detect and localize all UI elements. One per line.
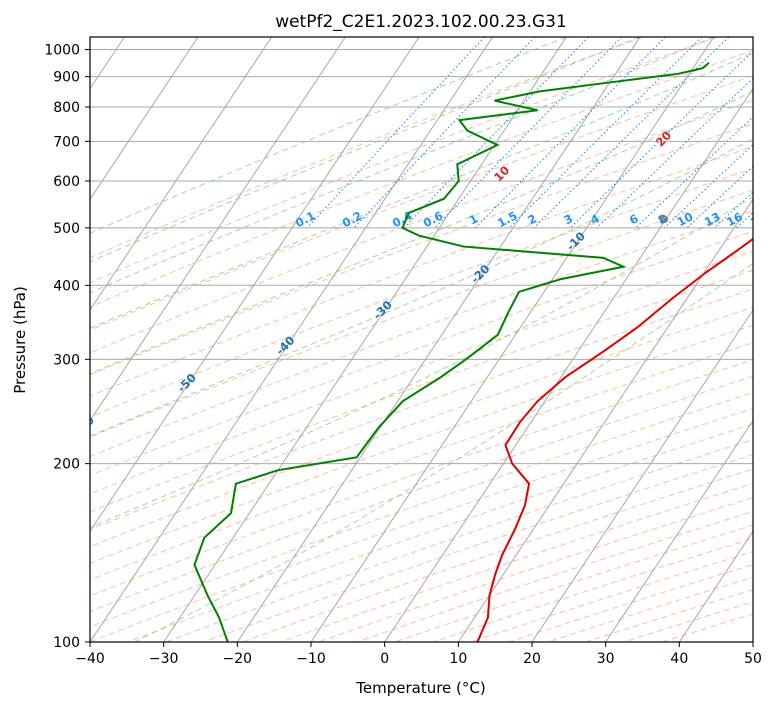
dry-adiabat	[90, 99, 753, 354]
background-lines	[90, 37, 753, 642]
x-tick-label: 20	[523, 651, 541, 667]
dry-adiabat	[90, 37, 718, 284]
y-tick-label: 300	[53, 352, 80, 368]
plot-frame	[89, 36, 754, 643]
mixing-ratio-line	[475, 37, 666, 229]
dry-adiabat	[90, 342, 753, 581]
isotherm-line	[90, 37, 199, 201]
isotherm-line	[90, 37, 420, 533]
x-tick-label: −20	[223, 651, 253, 667]
moist-adiabat	[90, 138, 753, 437]
dry-adiabat	[90, 145, 753, 397]
isotherm-line	[457, 198, 753, 642]
mixing-ratio-line	[403, 37, 589, 229]
isotherm-line	[90, 37, 494, 642]
moist-adiabat	[90, 37, 567, 234]
isotherm-line	[236, 37, 641, 642]
y-tick-label: 800	[53, 100, 80, 116]
isotherm-line	[90, 37, 346, 422]
mixing-ratio-line	[353, 37, 536, 229]
x-tick-label: −40	[75, 651, 105, 667]
y-axis: 100 200 300 400 500 600 700 800 900 1000	[44, 43, 90, 651]
isotherm-line	[678, 530, 753, 642]
y-tick-label: 600	[53, 174, 80, 190]
mixing-ratio-label: 10	[675, 209, 696, 229]
dewpoint-profile	[193, 61, 710, 642]
moist-adiabat	[90, 37, 641, 263]
y-tick-label: 1000	[44, 43, 80, 59]
dry-adiabat	[90, 123, 753, 376]
y-tick-label: 700	[53, 134, 80, 150]
mixing-ratio-line	[635, 116, 753, 229]
isotherm-line	[605, 419, 753, 642]
x-tick-label: 50	[744, 651, 762, 667]
y-tick-label: 500	[53, 221, 80, 237]
x-tick-label: 0	[380, 651, 389, 667]
x-tick-label: 30	[597, 651, 615, 667]
isotherm-line	[90, 37, 273, 311]
isotherm-line	[531, 309, 753, 642]
isotherm-line	[384, 87, 753, 642]
chart-title: wetPf2_C2E1.2023.102.00.23.G31	[275, 12, 567, 32]
moist-adiabat	[90, 90, 753, 375]
sounding-profiles	[193, 61, 753, 642]
y-tick-label: 400	[53, 278, 80, 294]
x-tick-label: −10	[296, 651, 326, 667]
isotherm-line	[163, 37, 567, 642]
mixing-ratio-label: 16	[724, 209, 745, 229]
y-tick-label: 100	[53, 635, 80, 651]
dry-adiabat	[90, 288, 753, 531]
mixing-ratio-line	[434, 37, 623, 229]
dry-adiabat	[90, 392, 753, 628]
isotherm-label: -60	[72, 413, 97, 438]
dry-adiabat	[90, 306, 753, 548]
moist-adiabat	[90, 52, 753, 329]
x-tick-label: 40	[670, 651, 688, 667]
isotherm-line	[310, 37, 715, 642]
dry-adiabat	[90, 375, 753, 613]
mixing-ratio-line	[569, 50, 753, 229]
x-tick-label: −30	[149, 651, 179, 667]
mixing-ratio-line	[306, 37, 485, 229]
temperature-profile	[476, 237, 753, 642]
dry-adiabat	[90, 75, 753, 331]
mixing-ratio-label: 20	[748, 209, 769, 229]
y-tick-label: 200	[53, 457, 80, 473]
y-axis-title: Pressure (hPa)	[11, 286, 29, 394]
x-axis: −40 −30 −20 −10 0 10 20 30 40 50	[75, 642, 762, 667]
dry-adiabat	[90, 250, 753, 495]
dry-adiabat	[90, 230, 753, 477]
moist-adiabat	[90, 196, 753, 529]
moist-adiabat	[134, 262, 753, 642]
y-tick-label: 900	[53, 70, 80, 86]
mixing-ratio-line	[533, 37, 730, 229]
mixing-ratio-label: 13	[702, 209, 723, 229]
x-tick-label: 10	[449, 651, 467, 667]
dry-adiabat	[90, 37, 643, 259]
x-axis-title: Temperature (°C)	[355, 679, 485, 697]
dry-adiabat	[90, 189, 753, 438]
